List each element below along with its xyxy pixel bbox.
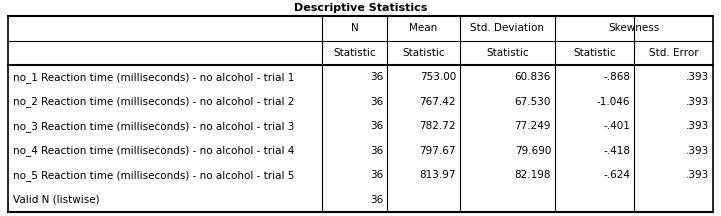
- Text: .393: .393: [686, 97, 709, 107]
- Text: 60.836: 60.836: [515, 72, 551, 82]
- Text: 797.67: 797.67: [420, 146, 456, 156]
- Text: .393: .393: [686, 146, 709, 156]
- Text: 36: 36: [370, 72, 384, 82]
- Text: Statistic: Statistic: [486, 48, 528, 58]
- Text: .393: .393: [686, 72, 709, 82]
- Text: 36: 36: [370, 170, 384, 180]
- Text: 36: 36: [370, 146, 384, 156]
- Text: -.868: -.868: [603, 72, 630, 82]
- Text: Statistic: Statistic: [333, 48, 376, 58]
- Text: 82.198: 82.198: [515, 170, 551, 180]
- Text: -1.046: -1.046: [596, 97, 630, 107]
- Text: 753.00: 753.00: [420, 72, 456, 82]
- Text: 767.42: 767.42: [420, 97, 456, 107]
- Text: Descriptive Statistics: Descriptive Statistics: [294, 3, 427, 13]
- Text: Std. Deviation: Std. Deviation: [471, 23, 544, 33]
- Text: Skewness: Skewness: [609, 23, 660, 33]
- Text: 67.530: 67.530: [515, 97, 551, 107]
- Text: Statistic: Statistic: [402, 48, 445, 58]
- Text: .393: .393: [686, 170, 709, 180]
- Text: no_2 Reaction time (milliseconds) - no alcohol - trial 2: no_2 Reaction time (milliseconds) - no a…: [13, 96, 294, 107]
- Text: no_4 Reaction time (milliseconds) - no alcohol - trial 4: no_4 Reaction time (milliseconds) - no a…: [13, 145, 294, 156]
- Text: 782.72: 782.72: [420, 121, 456, 131]
- Text: no_1 Reaction time (milliseconds) - no alcohol - trial 1: no_1 Reaction time (milliseconds) - no a…: [13, 72, 294, 83]
- Text: 77.249: 77.249: [515, 121, 551, 131]
- Text: 36: 36: [370, 121, 384, 131]
- Text: 79.690: 79.690: [515, 146, 551, 156]
- Text: -.401: -.401: [603, 121, 630, 131]
- Text: N: N: [350, 23, 358, 33]
- Text: -.418: -.418: [603, 146, 630, 156]
- Text: -.624: -.624: [603, 170, 630, 180]
- Text: Mean: Mean: [410, 23, 438, 33]
- Text: 36: 36: [370, 97, 384, 107]
- Text: Statistic: Statistic: [573, 48, 616, 58]
- Text: .393: .393: [686, 121, 709, 131]
- Text: Valid N (listwise): Valid N (listwise): [13, 195, 99, 205]
- Text: no_3 Reaction time (milliseconds) - no alcohol - trial 3: no_3 Reaction time (milliseconds) - no a…: [13, 121, 294, 132]
- Text: 36: 36: [370, 195, 384, 205]
- Text: Std. Error: Std. Error: [649, 48, 699, 58]
- Text: 813.97: 813.97: [420, 170, 456, 180]
- Text: no_5 Reaction time (milliseconds) - no alcohol - trial 5: no_5 Reaction time (milliseconds) - no a…: [13, 170, 294, 181]
